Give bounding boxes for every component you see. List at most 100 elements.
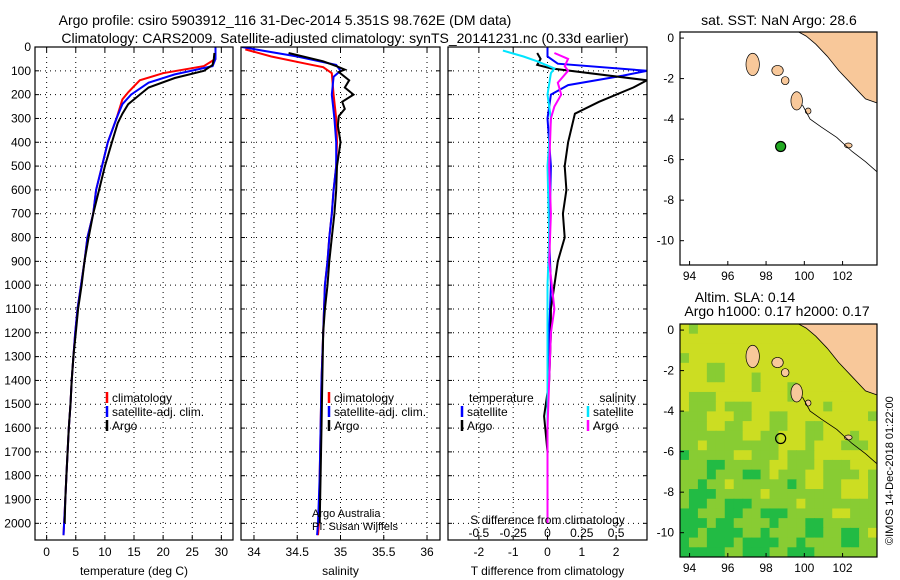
map-y-tick-label: -10 bbox=[657, 234, 675, 248]
sla-cell bbox=[859, 430, 869, 442]
sla-cell bbox=[787, 469, 798, 480]
sla-cell bbox=[751, 411, 762, 422]
sla-cell bbox=[832, 547, 842, 557]
sla-cell bbox=[760, 401, 771, 412]
map-x-tick-label: 102 bbox=[833, 269, 853, 283]
sla-cell bbox=[733, 489, 744, 500]
sla-cell bbox=[850, 421, 860, 432]
sla-cell bbox=[769, 527, 780, 539]
sla-cell bbox=[706, 333, 717, 345]
sla-cell bbox=[706, 411, 717, 422]
map-y-tick-label: -6 bbox=[663, 153, 674, 167]
sla-cell bbox=[751, 401, 762, 412]
sla-cell bbox=[742, 372, 753, 383]
sla-cell bbox=[850, 391, 860, 403]
sla-cell bbox=[769, 333, 780, 345]
island bbox=[771, 357, 784, 368]
sla-cell bbox=[697, 430, 708, 442]
sla-cell bbox=[733, 411, 744, 422]
sla-cell bbox=[769, 479, 780, 490]
sla-cell bbox=[787, 333, 798, 345]
y-tick-label: 600 bbox=[11, 183, 31, 197]
sla-cell bbox=[769, 450, 780, 461]
sla-cell bbox=[697, 401, 708, 412]
float-position-marker bbox=[775, 140, 787, 153]
island bbox=[745, 52, 760, 76]
sla-cell bbox=[787, 518, 798, 529]
sla-cell bbox=[724, 430, 735, 442]
sla-cell bbox=[706, 489, 717, 500]
sla-cell bbox=[724, 547, 735, 557]
sla-cell bbox=[841, 411, 851, 422]
sla-cell bbox=[859, 479, 869, 490]
land-sumatra bbox=[798, 32, 877, 104]
sla-cell bbox=[680, 527, 690, 539]
sla-cell bbox=[814, 527, 824, 539]
sla-cell bbox=[832, 479, 842, 490]
sla-cell bbox=[724, 537, 735, 548]
sla-cell bbox=[733, 508, 744, 519]
sla-cell bbox=[769, 459, 780, 471]
sla-cell bbox=[850, 382, 860, 393]
legend-entry: climatology bbox=[112, 391, 172, 405]
sla-cell bbox=[742, 401, 753, 412]
sla-cell bbox=[688, 508, 699, 519]
secondary-tick-label: -0.5 bbox=[469, 526, 490, 540]
island bbox=[771, 65, 784, 76]
sla-cell bbox=[778, 508, 789, 519]
y-tick-label: 1300 bbox=[4, 350, 31, 364]
sla-cell bbox=[760, 508, 771, 519]
legend-title-salinity: salinity bbox=[599, 391, 636, 405]
sla-cell bbox=[778, 518, 789, 529]
sla-cell bbox=[796, 362, 806, 374]
sla-cell bbox=[760, 382, 771, 393]
sla-cell bbox=[688, 362, 699, 374]
sla-cell bbox=[823, 411, 833, 422]
difference-panel: -2 -1 0 1 2 T difference from climatology temp… bbox=[447, 46, 648, 578]
x-tick-label: 20 bbox=[156, 545, 170, 559]
sla-cell bbox=[859, 537, 869, 548]
sla-cell bbox=[868, 537, 877, 548]
coastline-contour bbox=[802, 104, 877, 173]
y-tick-label: 1700 bbox=[4, 445, 31, 459]
sla-cell bbox=[751, 430, 762, 442]
sst-map-panel: 94 96 98 100 102 0 -2 -4 -6 -8 -10 bbox=[657, 31, 878, 283]
sla-cell bbox=[680, 469, 690, 480]
sla-cell bbox=[787, 401, 798, 412]
sla-cell bbox=[814, 469, 824, 480]
sla-cell bbox=[742, 411, 753, 422]
sla-cell bbox=[715, 459, 726, 471]
sla-cell bbox=[688, 469, 699, 480]
island bbox=[781, 76, 790, 86]
sla-cell bbox=[823, 391, 833, 403]
sla-cell bbox=[823, 537, 833, 548]
sla-cell bbox=[787, 459, 798, 471]
sla-cell bbox=[715, 537, 726, 548]
sla-cell bbox=[868, 411, 877, 422]
sla-cell bbox=[769, 401, 780, 412]
sla-cell bbox=[680, 362, 690, 374]
sla-cell bbox=[680, 391, 690, 403]
y-tick-label: 700 bbox=[11, 207, 31, 221]
sla-cell bbox=[760, 343, 771, 354]
sla-cell bbox=[706, 479, 717, 490]
sla-cell bbox=[760, 333, 771, 345]
sla-cell bbox=[769, 411, 780, 422]
sla-cell bbox=[715, 508, 726, 519]
map-x-tick-label: 96 bbox=[721, 561, 735, 575]
sla-cell bbox=[823, 450, 833, 461]
sla-cell bbox=[868, 498, 877, 510]
sla-cell bbox=[868, 430, 877, 442]
sla-cell bbox=[778, 547, 789, 557]
map-x-tick-label: 100 bbox=[794, 561, 814, 575]
sla-cell bbox=[832, 401, 842, 412]
sla-cell bbox=[796, 547, 806, 557]
sla-cell bbox=[733, 324, 744, 335]
sla-cell bbox=[850, 430, 860, 442]
sla-cell bbox=[832, 421, 842, 432]
float-position-marker bbox=[775, 432, 787, 445]
sla-cell bbox=[697, 527, 708, 539]
sla-cell bbox=[823, 479, 833, 490]
sla-cell bbox=[724, 518, 735, 529]
